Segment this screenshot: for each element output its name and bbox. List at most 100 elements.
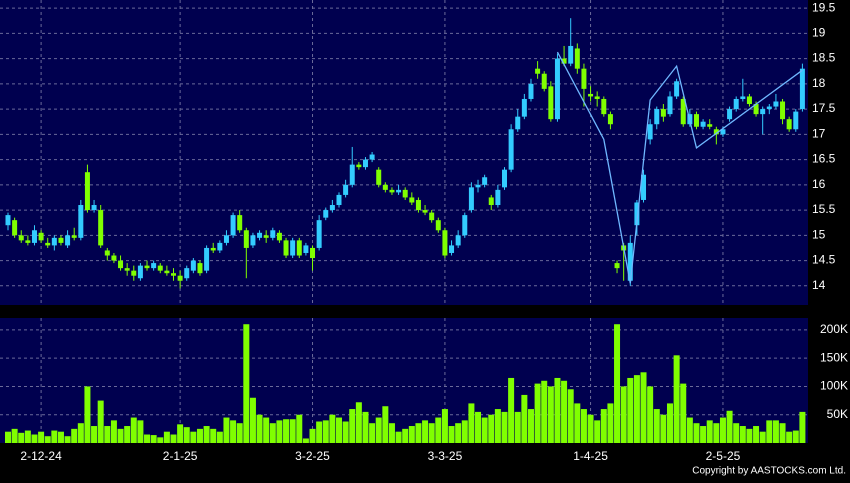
volume-bar (488, 414, 495, 443)
candle-body (65, 235, 71, 246)
volume-bar (369, 423, 376, 443)
x-tick-label: 1-4-25 (573, 449, 608, 463)
volume-bar (733, 423, 740, 443)
volume-bar (18, 432, 25, 443)
candle-body (607, 114, 613, 125)
volume-bar (633, 375, 640, 443)
y-tick-label: 18 (812, 76, 826, 90)
volume-bar (375, 417, 382, 443)
volume-bar (104, 426, 111, 443)
candle-body (396, 189, 402, 193)
volume-bar (461, 420, 468, 443)
candle-body (753, 104, 759, 115)
volume-bar (157, 437, 164, 443)
candle-body (71, 235, 77, 238)
candle-body (157, 265, 163, 271)
candle-body (217, 242, 223, 251)
candle-body (475, 184, 481, 188)
volume-bar (739, 426, 746, 443)
volume-bar (508, 377, 515, 443)
candle-body (111, 255, 117, 261)
overlay-line (556, 51, 803, 284)
candle-body (488, 197, 494, 206)
volume-bar (541, 380, 548, 443)
candle-body (442, 230, 448, 256)
volume-bar (653, 409, 660, 443)
volume-bar (11, 428, 18, 443)
volume-bar (296, 414, 303, 443)
candle-body (733, 98, 739, 110)
candle-body (270, 230, 276, 238)
candle-body (521, 98, 527, 117)
x-tick-label: 3-2-25 (295, 449, 330, 463)
candle-body (164, 270, 170, 274)
volume-bar (329, 414, 336, 443)
volume-bar (97, 400, 104, 443)
x-tick-label: 2-5-25 (706, 449, 741, 463)
candle-body (144, 265, 150, 269)
volume-bar (283, 419, 290, 443)
y-tick-label: 16 (812, 177, 826, 191)
volume-bar (223, 417, 230, 443)
candle-body (780, 101, 786, 120)
candle-body (409, 197, 415, 203)
volume-bar (309, 428, 316, 443)
volume-bar (554, 377, 561, 443)
candle-body (574, 48, 580, 69)
candle-body (647, 124, 653, 140)
candle-body (680, 98, 686, 125)
candle-body (402, 189, 408, 198)
volume-bar (117, 428, 124, 443)
volume-bar (130, 417, 137, 443)
candle-body (515, 116, 521, 130)
candle-body (455, 235, 461, 246)
candle-body (257, 232, 263, 238)
candle-body (343, 184, 349, 195)
candle-body (568, 45, 574, 64)
candle-body (283, 240, 289, 256)
candle-body (131, 270, 137, 276)
volume-bar (150, 435, 157, 443)
volume-bar (620, 386, 627, 443)
volume-bar (216, 431, 223, 443)
candle-body (720, 129, 726, 135)
y-tick-label: 14 (812, 278, 826, 292)
volume-bar (726, 410, 733, 443)
y-tick-label: 15.5 (812, 202, 836, 216)
candle-body (38, 232, 44, 241)
volume-bar (236, 423, 243, 443)
volume-bar (349, 409, 356, 443)
volume-bar (786, 431, 793, 443)
volume-bar (322, 420, 329, 443)
volume-bar (534, 383, 541, 443)
volume-bar (276, 420, 283, 443)
candle-body (31, 230, 37, 243)
candle-body (713, 129, 719, 135)
candle-body (554, 58, 560, 120)
candle-body (263, 235, 269, 238)
volume-bar (614, 324, 621, 443)
candle-body (310, 247, 316, 259)
candle-body (468, 187, 474, 211)
volume-bar (64, 436, 71, 443)
volume-bar (38, 431, 45, 443)
volume-bar (753, 426, 760, 443)
volume-bar (627, 377, 634, 443)
candle-body (177, 275, 183, 281)
volume-bar (342, 421, 349, 443)
y-tick-label: 19 (812, 25, 826, 39)
candle-body (674, 81, 680, 97)
volume-bar (263, 417, 270, 443)
candle-body (45, 242, 51, 246)
y-tick-label: 18.5 (812, 51, 836, 65)
candle-body (462, 215, 468, 236)
volume-bar (600, 409, 607, 443)
volume-bar (269, 423, 276, 443)
volume-bar (501, 411, 508, 443)
candle-body (541, 73, 547, 89)
candle-body (799, 68, 805, 110)
volume-bar (422, 420, 429, 443)
volume-bar (144, 434, 151, 443)
candle-body (124, 268, 130, 271)
